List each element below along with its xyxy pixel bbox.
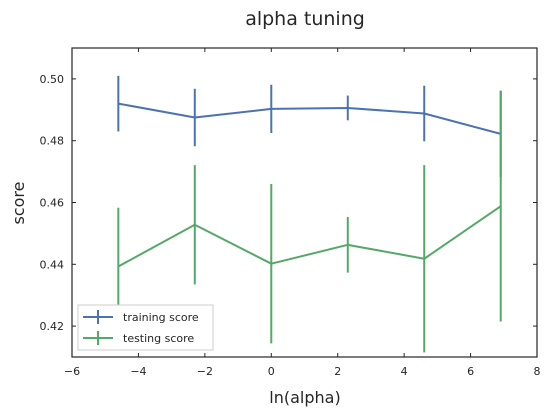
x-tick-label: −6 bbox=[64, 365, 80, 378]
data-point bbox=[193, 223, 196, 226]
legend-box bbox=[77, 304, 214, 351]
x-tick-label: 8 bbox=[534, 365, 541, 378]
series-training-score bbox=[117, 75, 502, 178]
data-point bbox=[117, 102, 120, 105]
data-point bbox=[117, 265, 120, 268]
series-line bbox=[118, 102, 501, 135]
y-tick-label: 0.44 bbox=[40, 258, 65, 271]
series-line bbox=[117, 205, 502, 268]
data-point bbox=[346, 107, 349, 109]
data-point bbox=[270, 108, 273, 110]
x-tick-label: 2 bbox=[334, 365, 341, 378]
data-point bbox=[423, 257, 426, 260]
x-axis-label: ln(alpha) bbox=[269, 388, 340, 407]
chart-title: alpha tuning bbox=[245, 8, 365, 30]
x-tick-label: −4 bbox=[130, 365, 146, 378]
data-point bbox=[270, 262, 273, 265]
data-point bbox=[193, 116, 196, 119]
data-point bbox=[423, 112, 426, 115]
series-testing-score bbox=[117, 90, 502, 353]
x-tick-label: 4 bbox=[401, 365, 408, 378]
x-tick-label: 0 bbox=[268, 365, 275, 378]
legend-label: training score bbox=[123, 311, 199, 324]
y-tick-label: 0.46 bbox=[40, 197, 65, 210]
axis-ticks: −6 −4 −2 0 2 4 6 8 0.42 0.44 0.46 0.48 0.50 bbox=[40, 48, 541, 378]
x-tick-label: −2 bbox=[197, 365, 213, 378]
data-point bbox=[499, 205, 502, 208]
data-point bbox=[346, 244, 349, 246]
legend-item: testing score bbox=[83, 331, 194, 345]
x-tick-label: 6 bbox=[467, 365, 474, 378]
y-tick-label: 0.42 bbox=[40, 320, 65, 333]
legend: training score testing score bbox=[77, 304, 214, 351]
y-tick-label: 0.48 bbox=[40, 135, 65, 148]
y-tick-label: 0.50 bbox=[40, 73, 65, 86]
plot-area bbox=[117, 75, 502, 353]
y-axis-label: score bbox=[9, 182, 28, 225]
legend-item: training score bbox=[83, 310, 199, 324]
legend-label: testing score bbox=[123, 332, 194, 345]
